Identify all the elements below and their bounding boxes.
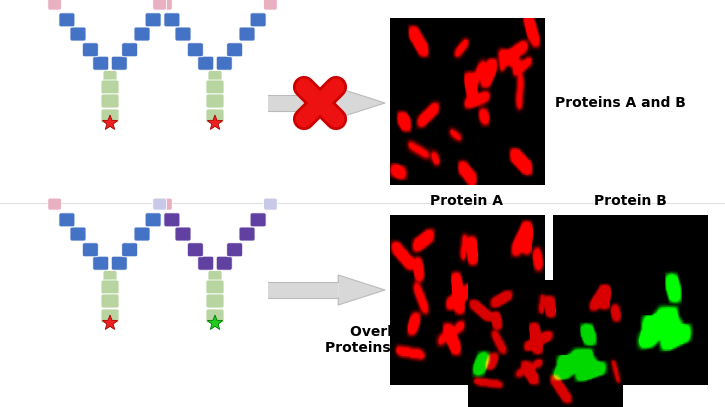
- FancyBboxPatch shape: [145, 13, 161, 27]
- Polygon shape: [102, 115, 117, 129]
- FancyBboxPatch shape: [206, 109, 224, 123]
- FancyBboxPatch shape: [159, 198, 173, 210]
- Text: Overlay of
Proteins A and B: Overlay of Proteins A and B: [325, 325, 455, 355]
- Text: Protein B: Protein B: [594, 194, 666, 208]
- Polygon shape: [207, 315, 223, 330]
- FancyBboxPatch shape: [206, 94, 224, 108]
- FancyBboxPatch shape: [103, 70, 117, 83]
- FancyBboxPatch shape: [250, 213, 266, 227]
- FancyBboxPatch shape: [187, 43, 203, 57]
- FancyBboxPatch shape: [239, 27, 255, 41]
- FancyBboxPatch shape: [206, 280, 224, 294]
- FancyBboxPatch shape: [101, 80, 119, 94]
- FancyBboxPatch shape: [48, 198, 62, 210]
- FancyBboxPatch shape: [122, 43, 138, 57]
- FancyBboxPatch shape: [208, 70, 222, 83]
- FancyBboxPatch shape: [101, 309, 119, 323]
- Bar: [268, 95, 338, 111]
- FancyBboxPatch shape: [145, 213, 161, 227]
- FancyBboxPatch shape: [198, 56, 214, 70]
- FancyBboxPatch shape: [206, 309, 224, 323]
- FancyBboxPatch shape: [83, 43, 99, 57]
- FancyBboxPatch shape: [111, 256, 127, 270]
- Text: Proteins A and B: Proteins A and B: [555, 96, 686, 110]
- Text: Protein A: Protein A: [431, 194, 503, 208]
- FancyBboxPatch shape: [101, 294, 119, 308]
- FancyBboxPatch shape: [59, 213, 75, 227]
- FancyBboxPatch shape: [206, 294, 224, 308]
- FancyBboxPatch shape: [227, 243, 243, 257]
- FancyBboxPatch shape: [250, 13, 266, 27]
- FancyBboxPatch shape: [164, 213, 180, 227]
- FancyBboxPatch shape: [159, 0, 173, 10]
- FancyBboxPatch shape: [70, 27, 86, 41]
- FancyBboxPatch shape: [153, 0, 167, 10]
- FancyBboxPatch shape: [111, 56, 127, 70]
- FancyBboxPatch shape: [83, 243, 99, 257]
- FancyBboxPatch shape: [153, 198, 167, 210]
- FancyBboxPatch shape: [227, 43, 243, 57]
- FancyBboxPatch shape: [134, 227, 150, 241]
- FancyBboxPatch shape: [70, 227, 86, 241]
- FancyBboxPatch shape: [59, 13, 75, 27]
- FancyBboxPatch shape: [48, 0, 62, 10]
- FancyBboxPatch shape: [208, 271, 222, 282]
- FancyBboxPatch shape: [264, 0, 277, 10]
- FancyBboxPatch shape: [101, 280, 119, 294]
- FancyBboxPatch shape: [264, 198, 277, 210]
- FancyBboxPatch shape: [103, 271, 117, 282]
- FancyBboxPatch shape: [198, 256, 214, 270]
- FancyBboxPatch shape: [187, 243, 203, 257]
- FancyBboxPatch shape: [101, 94, 119, 108]
- FancyBboxPatch shape: [175, 27, 191, 41]
- FancyBboxPatch shape: [216, 256, 232, 270]
- FancyBboxPatch shape: [175, 227, 191, 241]
- Polygon shape: [207, 115, 223, 129]
- FancyBboxPatch shape: [206, 80, 224, 94]
- Bar: [268, 282, 338, 298]
- FancyBboxPatch shape: [134, 27, 150, 41]
- FancyBboxPatch shape: [216, 56, 232, 70]
- Polygon shape: [338, 275, 385, 305]
- FancyBboxPatch shape: [101, 109, 119, 123]
- Polygon shape: [338, 88, 385, 118]
- FancyBboxPatch shape: [239, 227, 255, 241]
- FancyBboxPatch shape: [164, 13, 180, 27]
- FancyBboxPatch shape: [122, 243, 138, 257]
- Polygon shape: [102, 315, 117, 330]
- FancyBboxPatch shape: [93, 256, 109, 270]
- FancyBboxPatch shape: [93, 56, 109, 70]
